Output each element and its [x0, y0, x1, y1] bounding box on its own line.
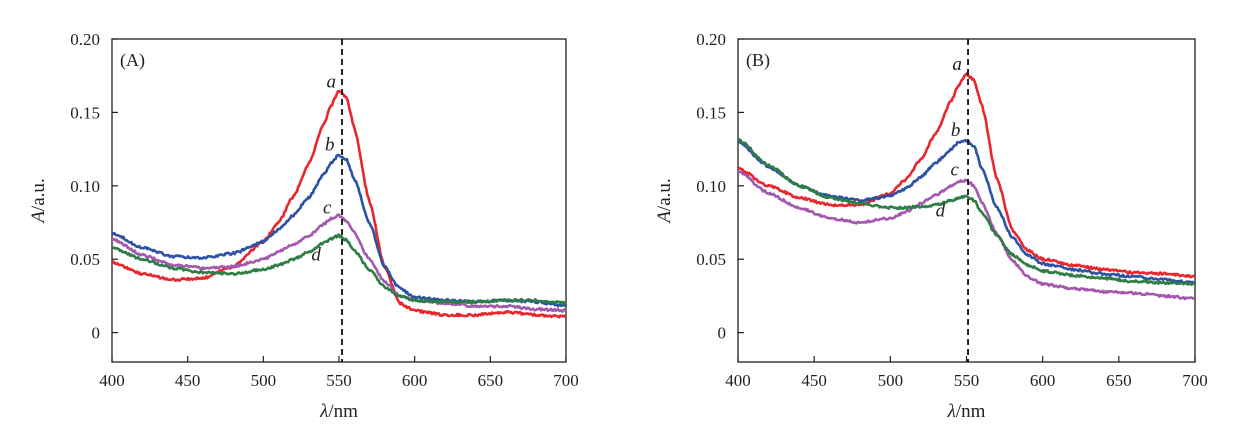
curve-label-a: a	[952, 54, 962, 75]
panel-label: (A)	[120, 50, 145, 71]
x-tick-label: 550	[954, 371, 980, 390]
x-tick-label: 500	[878, 371, 904, 390]
series-line-a	[738, 72, 1195, 279]
y-axis-unit: /a.u.	[28, 178, 49, 211]
y-axis-var: A	[28, 211, 49, 225]
curve-label-c: c	[323, 198, 332, 219]
y-axis-title: A/a.u.	[654, 178, 675, 224]
x-tick-label: 400	[725, 371, 751, 390]
y-axis-title: A/a.u.	[28, 178, 49, 224]
x-tick-label: 600	[402, 371, 428, 390]
series-line-b	[112, 153, 566, 308]
y-tick-label: 0.10	[70, 177, 100, 196]
y-axis-var: A	[654, 211, 675, 225]
curve-label-b: b	[325, 135, 335, 156]
x-tick-label: 550	[326, 371, 352, 390]
x-tick-label: 500	[251, 371, 277, 390]
series-line-c	[738, 170, 1195, 301]
x-tick-label: 650	[478, 371, 504, 390]
x-axis-title: λ/nm	[947, 401, 986, 422]
series-line-d	[738, 138, 1195, 286]
curve-label-b: b	[951, 120, 961, 141]
panel-label: (B)	[746, 50, 770, 71]
x-tick-label: 400	[99, 371, 125, 390]
y-tick-label: 0.20	[70, 30, 100, 49]
x-tick-label: 700	[1182, 371, 1208, 390]
x-axis-unit: /nm	[956, 401, 986, 422]
x-tick-label: 650	[1106, 371, 1132, 390]
y-tick-label: 0	[718, 324, 727, 343]
curve-label-d: d	[936, 201, 946, 222]
series-line-a	[112, 89, 566, 319]
y-tick-label: 0	[92, 324, 101, 343]
x-tick-label: 450	[175, 371, 201, 390]
x-axis-var: λ	[947, 401, 956, 422]
curve-label-d: d	[311, 245, 321, 266]
y-tick-label: 0.20	[696, 30, 726, 49]
x-axis-unit: /nm	[328, 401, 358, 422]
series-line-d	[112, 233, 566, 306]
y-tick-label: 0.05	[70, 250, 100, 269]
y-tick-label: 0.10	[696, 177, 726, 196]
curve-label-c: c	[950, 160, 959, 181]
x-axis-title: λ/nm	[319, 401, 358, 422]
x-tick-label: 600	[1030, 371, 1056, 390]
series-line-c	[112, 213, 566, 313]
y-tick-label: 0.15	[70, 103, 100, 122]
x-tick-label: 700	[553, 371, 579, 390]
x-axis-var: λ	[319, 401, 328, 422]
y-tick-label: 0.05	[696, 250, 726, 269]
y-tick-label: 0.15	[696, 103, 726, 122]
panel-b: 400 450 500 550 600 650 70000.050.100.150.20λ/…	[654, 30, 1208, 422]
x-tick-label: 450	[801, 371, 827, 390]
panel-a: 400 450 500 550 600 650 70000.050.100.150.20λ/…	[28, 30, 579, 422]
y-axis-unit: /a.u.	[654, 178, 675, 211]
curve-label-a: a	[326, 71, 336, 92]
